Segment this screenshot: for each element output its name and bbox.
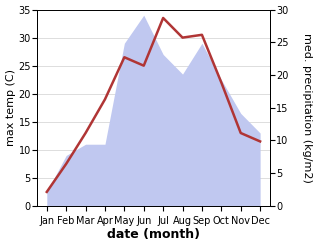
Y-axis label: med. precipitation (kg/m2): med. precipitation (kg/m2) [302,33,313,183]
X-axis label: date (month): date (month) [107,228,200,242]
Y-axis label: max temp (C): max temp (C) [5,69,16,146]
